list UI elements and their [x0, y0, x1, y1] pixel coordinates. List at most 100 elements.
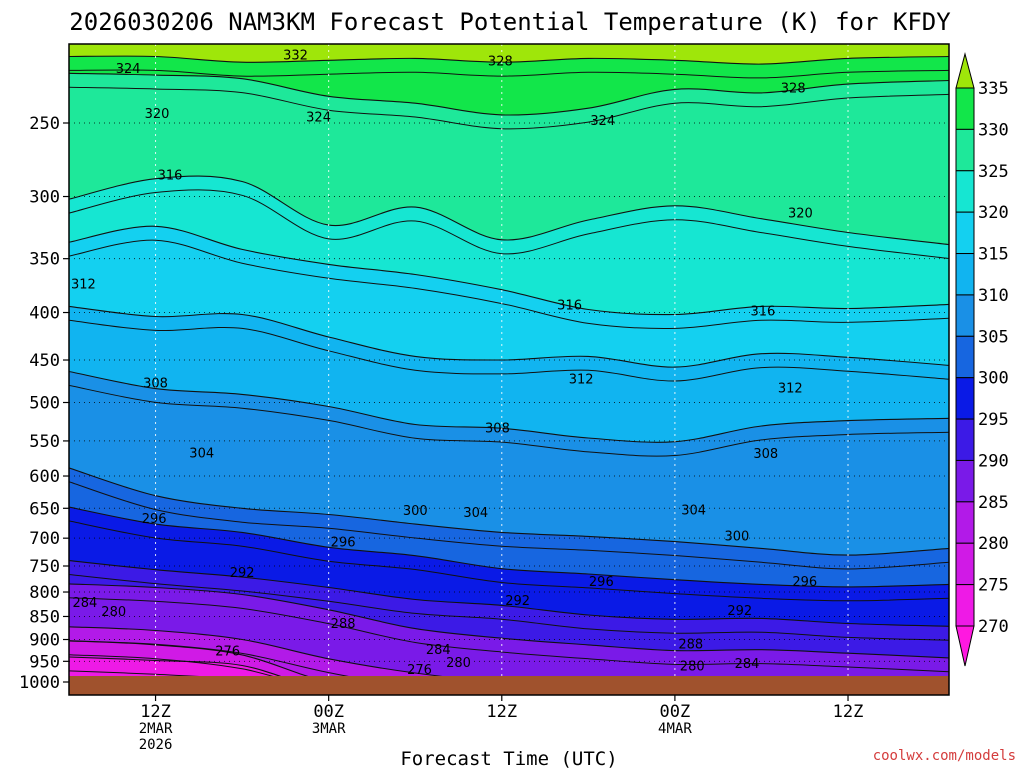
contour-label: 292 [727, 604, 752, 619]
contour-label-text: 276 [215, 645, 240, 660]
x-tick-label: 3MAR [312, 721, 346, 737]
contour-label: 288 [678, 638, 703, 653]
contour-293 [69, 520, 949, 602]
contour-label: 320 [145, 107, 170, 122]
colorbar-bin [955, 87, 975, 130]
contour-label-text: 292 [230, 566, 255, 581]
contour-label: 280 [101, 605, 126, 620]
credit-text: coolwx.com/models [873, 748, 1016, 764]
colorbar-bin [955, 335, 975, 379]
y-tick-label: 650 [29, 499, 60, 519]
contour-300 [69, 467, 949, 556]
colorbar-label: 305 [978, 327, 1009, 347]
y-tick-label: 250 [29, 114, 60, 134]
contour-298 [69, 481, 949, 570]
contour-label-text: 284 [72, 596, 97, 611]
plot-area [69, 44, 949, 695]
y-tick-label: 400 [29, 304, 60, 324]
contour-labels: 332 328 328 324 324 324 320 320 316 316 316 312 312 3… [71, 49, 817, 678]
contour-315 [69, 225, 949, 316]
plot-frame [68, 43, 950, 696]
contour-label: 284 [735, 657, 760, 672]
contour-label: 288 [331, 617, 356, 632]
colorbar-bin [955, 418, 975, 461]
contour-308 [69, 319, 949, 382]
colorbar-label: 290 [978, 451, 1009, 471]
contour-label-text: 296 [589, 575, 614, 590]
contour-label: 316 [557, 298, 582, 313]
y-tick-label: 300 [29, 188, 60, 208]
y-tick-label: 350 [29, 250, 60, 270]
contour-label: 316 [158, 168, 183, 183]
contour-label-text: 324 [306, 110, 331, 125]
contour-label: 324 [116, 62, 141, 77]
colorbar-label: 280 [978, 534, 1009, 554]
colorbar-label: 285 [978, 493, 1009, 513]
contour-label-text: 316 [750, 304, 775, 319]
contour-label: 316 [750, 304, 775, 319]
contour-label: 292 [230, 566, 255, 581]
y-tick-label: 550 [29, 432, 60, 452]
colorbar-bin [955, 459, 975, 503]
colorbar-bottom-arrow [955, 625, 975, 667]
contour-label-text: 320 [788, 206, 813, 221]
colorbar-bin [955, 170, 975, 213]
contour-325 [69, 72, 949, 116]
contour-label: 296 [792, 575, 817, 590]
contour-label-text: 296 [142, 512, 167, 527]
contour-label: 304 [681, 504, 706, 519]
contour-label-text: 316 [557, 298, 582, 313]
y-tick-label: 850 [29, 607, 60, 627]
x-tick-label: 12Z [486, 702, 517, 722]
contour-290 [69, 560, 949, 627]
contour-label-text: 296 [792, 575, 817, 590]
contour-label: 320 [788, 206, 813, 221]
contour-label: 292 [505, 594, 530, 609]
colorbar-bin [955, 501, 975, 544]
contour-label-text: 284 [735, 657, 760, 672]
contour-328 [69, 69, 949, 79]
contour-label-text: 328 [488, 54, 513, 69]
contour-283 [69, 597, 949, 673]
contour-label: 284 [72, 596, 97, 611]
contour-288 [69, 574, 949, 641]
y-tick-label: 900 [29, 631, 60, 651]
contour-label-text: 312 [569, 372, 594, 387]
colorbar-label: 275 [978, 576, 1009, 596]
contour-label-text: 304 [463, 506, 488, 521]
contour-label: 296 [142, 512, 167, 527]
contour-label-text: 312 [71, 277, 96, 292]
colorbar-bin [955, 294, 975, 337]
colorbar-bin [955, 377, 975, 420]
contour-label: 280 [446, 656, 471, 671]
chart-title: 2026030206 NAM3KM Forecast Potential Tem… [69, 8, 951, 36]
contour-label-text: 300 [725, 529, 750, 544]
contour-295 [69, 506, 949, 588]
colorbar-bin [955, 253, 975, 296]
contour-label: 312 [778, 382, 803, 397]
y-axis: 250 300 350 400 450 500 550 600 650 700 750 800 850 9… [19, 114, 69, 693]
x-axis-label: Forecast Time (UTC) [400, 748, 617, 768]
contour-label-text: 300 [403, 504, 428, 519]
colorbar: 335 330 325 320 315 310 305 300 295 290 285 280 275 2… [955, 52, 1009, 667]
contour-label: 276 [215, 645, 240, 660]
contour-label: 328 [488, 54, 513, 69]
y-tick-label: 600 [29, 467, 60, 487]
contour-label-text: 292 [505, 594, 530, 609]
colorbar-label: 320 [978, 203, 1009, 223]
contour-label-text: 320 [145, 107, 170, 122]
y-tick-label: 800 [29, 583, 60, 603]
contour-label: 328 [781, 82, 806, 97]
x-tick-label: 4MAR [658, 721, 692, 737]
contour-label-text: 304 [189, 446, 214, 461]
contour-label-text: 276 [407, 663, 432, 678]
y-tick-label: 450 [29, 351, 60, 371]
y-tick-label: 700 [29, 529, 60, 549]
colorbar-label: 310 [978, 286, 1009, 306]
x-tick-label: 00Z [660, 702, 691, 722]
y-tick-label: 750 [29, 557, 60, 577]
contour-label-text: 284 [426, 643, 451, 658]
contour-label: 312 [569, 372, 594, 387]
